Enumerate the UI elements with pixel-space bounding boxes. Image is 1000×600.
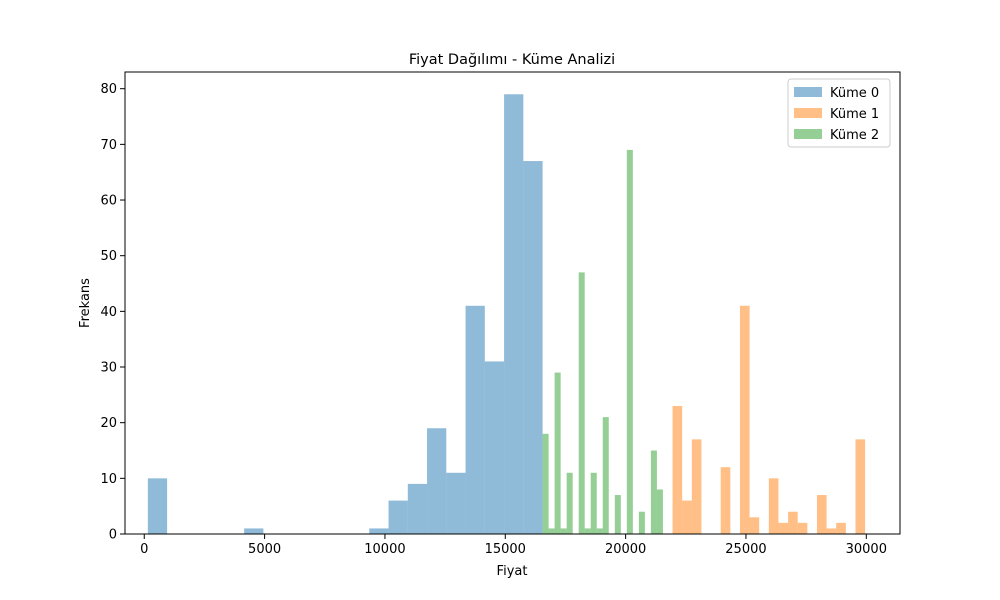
bar-kume-2-bin-9 (602, 417, 609, 534)
bar-kume-1-bin-7 (778, 522, 789, 534)
bar-kume-2-bin-5 (578, 272, 585, 534)
x-tick-label-1: 5000 (248, 542, 281, 557)
legend-swatch-2 (794, 129, 822, 139)
bar-kume-1-bin-9 (797, 522, 808, 534)
y-tick-label-2: 20 (100, 416, 117, 431)
legend-swatch-1 (794, 108, 822, 118)
bar-kume-0-bin-0 (147, 478, 168, 534)
bar-kume-0-bin-2 (369, 528, 389, 534)
x-tick-label-2: 10000 (364, 542, 405, 557)
x-tick-label-0: 0 (140, 542, 148, 557)
plot-frame (124, 71, 901, 535)
legend-swatch-0 (794, 87, 822, 97)
bar-kume-1-bin-12 (836, 522, 846, 534)
bar-kume-2-bin-1 (548, 528, 555, 534)
y-tick-label-1: 10 (100, 472, 117, 487)
bar-kume-0-bin-6 (446, 472, 466, 534)
y-axis: 0 10 20 30 40 50 60 70 80 (100, 82, 125, 543)
y-tick-label-4: 40 (100, 305, 117, 320)
bar-kume-1-bin-5 (749, 517, 760, 534)
bar-kume-1-bin-3 (720, 467, 731, 534)
x-tick-label-6: 30000 (846, 542, 887, 557)
bar-kume-1-bin-8 (788, 511, 798, 534)
bar-kume-0-bin-9 (504, 94, 524, 535)
bar-kume-1-bin-11 (826, 528, 837, 534)
bar-kume-2-bin-2 (554, 372, 561, 534)
bar-kume-1-bin-13 (855, 439, 866, 534)
bar-kume-1-bin-1 (682, 500, 692, 534)
x-tick-label-3: 15000 (485, 542, 526, 557)
x-tick-label-5: 25000 (725, 542, 766, 557)
bar-kume-2-bin-10 (614, 495, 621, 534)
bar-kume-0-bin-7 (465, 305, 485, 534)
bar-kume-0-bin-10 (523, 161, 543, 534)
legend-label-1: Küme 1 (830, 107, 879, 122)
bar-kume-0-bin-4 (407, 483, 428, 534)
bar-kume-2-bin-14 (656, 489, 663, 534)
y-tick-label-8: 80 (100, 82, 117, 97)
y-tick-label-3: 30 (100, 361, 117, 376)
bar-kume-1-bin-4 (739, 305, 750, 534)
bar-kume-2-bin-8 (596, 528, 603, 534)
bar-kume-1-bin-2 (691, 439, 702, 534)
bar-kume-1-bin-6 (768, 478, 779, 534)
bar-kume-1-bin-0 (672, 405, 683, 534)
bar-kume-0-bin-5 (427, 428, 447, 534)
legend-label-0: Küme 0 (830, 86, 879, 101)
bar-kume-0-bin-1 (244, 528, 264, 534)
bar-kume-0-bin-3 (388, 500, 408, 534)
x-axis-label: Fiyat (497, 564, 528, 579)
bar-kume-2-bin-7 (590, 472, 597, 534)
legend: Küme 0 Küme 1 Küme 2 (787, 78, 891, 148)
bar-kume-2-bin-13 (650, 450, 657, 534)
bar-kume-2-bin-0 (542, 433, 549, 534)
y-tick-label-0: 0 (109, 528, 117, 543)
bar-kume-1-bin-10 (816, 495, 827, 534)
y-tick-label-7: 70 (100, 138, 117, 153)
y-tick-label-6: 60 (100, 194, 117, 209)
bar-kume-2-bin-4 (566, 472, 573, 534)
x-axis: 0 5000 10000 15000 20000 25000 30000 (140, 534, 887, 557)
x-tick-label-4: 20000 (605, 542, 646, 557)
bars-layer (147, 94, 866, 535)
bar-kume-2-bin-12 (638, 511, 645, 534)
chart-title: Fiyat Dağılımı - Küme Analizi (409, 52, 615, 68)
bar-kume-2-bin-11 (626, 149, 633, 534)
y-axis-label: Frekans (78, 278, 93, 328)
bar-kume-2-bin-6 (584, 528, 591, 534)
bar-kume-2-bin-3 (560, 528, 567, 534)
bar-kume-0-bin-8 (484, 361, 505, 534)
legend-label-2: Küme 2 (830, 128, 879, 143)
y-tick-label-5: 50 (100, 249, 117, 264)
